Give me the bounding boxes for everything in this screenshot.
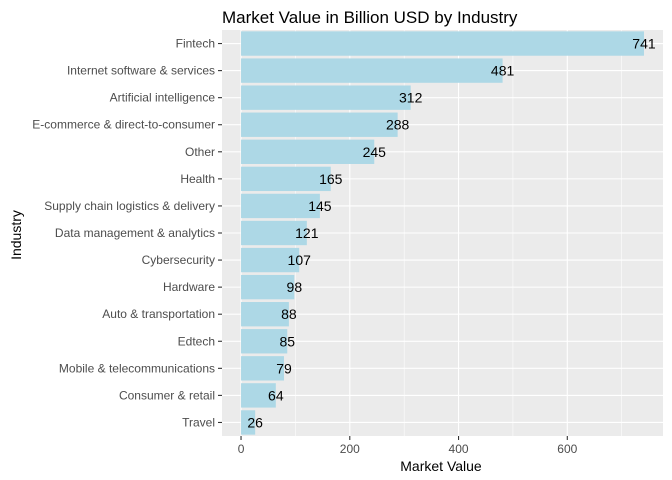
x-axis-ticks: 0 200 400 600 bbox=[238, 436, 578, 456]
bars bbox=[241, 31, 644, 435]
y-tick-label: Internet software & services bbox=[67, 64, 215, 78]
data-label: 245 bbox=[363, 144, 387, 160]
y-axis-ticks: Fintech Internet software & services Artif… bbox=[32, 37, 222, 429]
y-tick-label: Artificial intelligence bbox=[110, 91, 216, 105]
bar bbox=[241, 410, 256, 435]
data-labels: 741 481 312 288 245 165 145 121 107 98 88 85 79 64 26 bbox=[247, 36, 655, 431]
bar bbox=[241, 58, 503, 83]
x-tick-label: 400 bbox=[449, 442, 469, 456]
bar bbox=[241, 112, 398, 137]
data-label: 288 bbox=[386, 117, 410, 133]
data-label: 481 bbox=[491, 63, 515, 79]
y-tick-label: Mobile & telecommunications bbox=[59, 361, 215, 375]
bar bbox=[241, 247, 300, 273]
data-label: 79 bbox=[276, 360, 292, 376]
data-label: 64 bbox=[268, 387, 284, 403]
data-label: 145 bbox=[308, 198, 332, 214]
y-tick-label: Data management & analytics bbox=[55, 226, 215, 240]
data-label: 88 bbox=[281, 306, 297, 322]
y-tick-label: Health bbox=[180, 172, 215, 186]
data-label: 107 bbox=[288, 252, 312, 268]
data-label: 312 bbox=[399, 90, 423, 106]
data-label: 26 bbox=[247, 414, 263, 430]
y-tick-label: Hardware bbox=[163, 280, 215, 294]
y-tick-label: Cybersecurity bbox=[142, 253, 215, 267]
x-tick-label: 200 bbox=[340, 442, 360, 456]
bar bbox=[241, 85, 411, 110]
y-tick-label: Consumer & retail bbox=[119, 388, 215, 402]
bar bbox=[241, 329, 288, 354]
y-axis-title: Industry bbox=[8, 210, 24, 260]
bar bbox=[241, 220, 307, 246]
bar bbox=[241, 356, 284, 381]
data-label: 741 bbox=[632, 36, 656, 52]
bar bbox=[241, 383, 276, 408]
y-tick-label: Fintech bbox=[176, 37, 215, 51]
bar bbox=[241, 302, 289, 327]
x-axis-title: Market Value bbox=[400, 458, 482, 474]
bar bbox=[241, 274, 295, 300]
data-label: 85 bbox=[279, 333, 295, 349]
y-tick-label: Travel bbox=[182, 415, 215, 429]
bar bbox=[241, 31, 644, 56]
bar bbox=[241, 166, 331, 192]
bar bbox=[241, 193, 320, 219]
y-tick-label: Other bbox=[185, 145, 215, 159]
bar bbox=[241, 139, 375, 164]
x-tick-label: 0 bbox=[238, 442, 245, 456]
data-label: 165 bbox=[319, 171, 343, 187]
x-tick-label: 600 bbox=[557, 442, 577, 456]
y-tick-label: Supply chain logistics & delivery bbox=[44, 199, 215, 213]
y-tick-label: E-commerce & direct-to-consumer bbox=[32, 118, 215, 132]
data-label: 121 bbox=[295, 225, 319, 241]
chart-title: Market Value in Billion USD by Industry bbox=[222, 8, 518, 27]
y-tick-label: Edtech bbox=[178, 334, 215, 348]
y-tick-label: Auto & transportation bbox=[102, 307, 215, 321]
data-label: 98 bbox=[287, 279, 303, 295]
